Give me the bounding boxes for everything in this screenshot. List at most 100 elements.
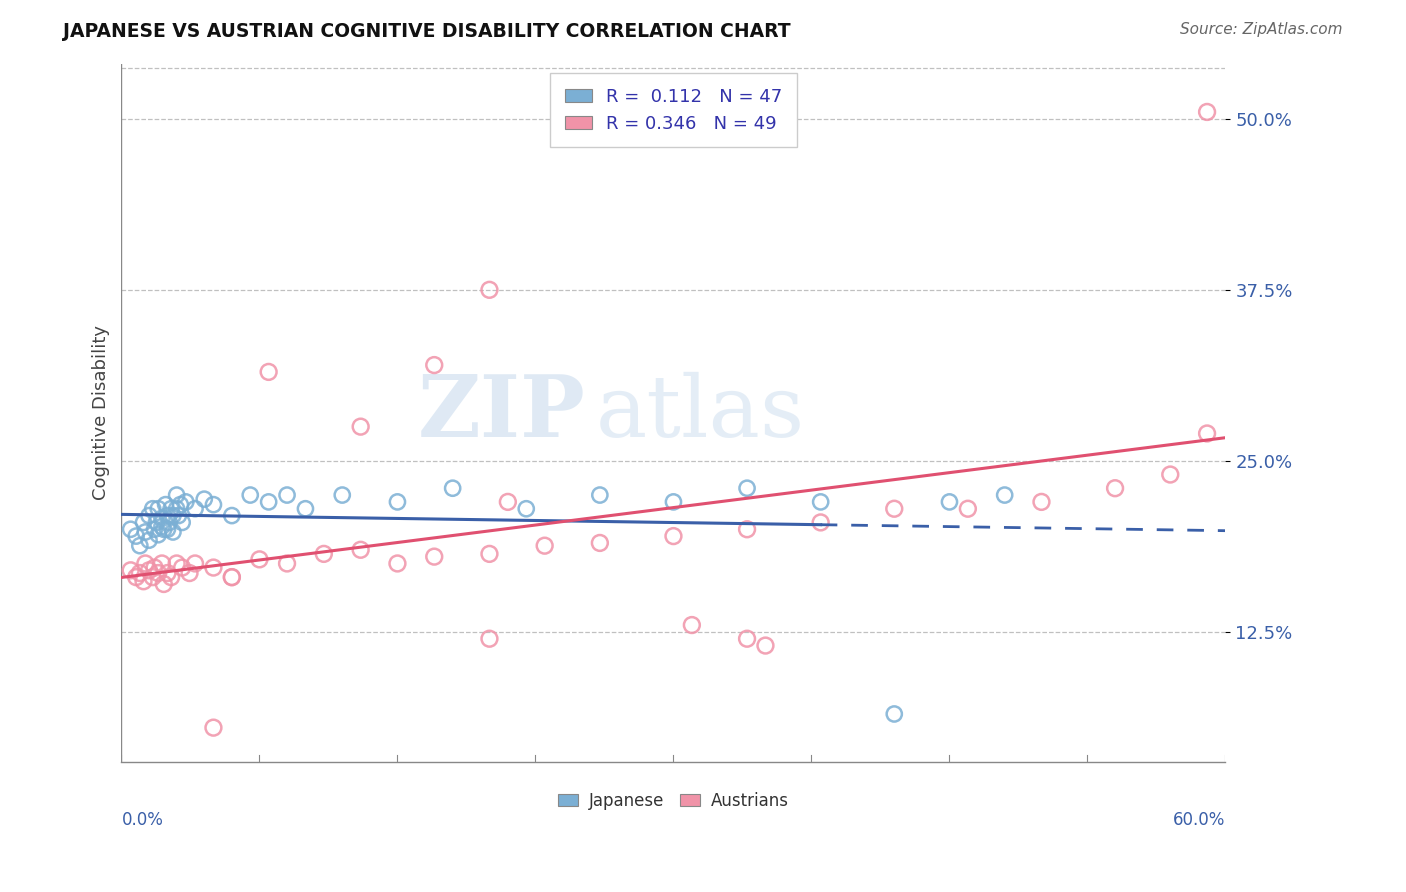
Point xyxy=(179,566,201,580)
Point xyxy=(167,508,190,523)
Point xyxy=(138,533,160,548)
Point xyxy=(276,557,298,571)
Point xyxy=(350,419,373,434)
Point xyxy=(239,488,262,502)
Point xyxy=(142,570,165,584)
Point xyxy=(138,508,160,523)
Point xyxy=(152,522,174,536)
Point xyxy=(257,495,280,509)
Point xyxy=(478,632,501,646)
Point xyxy=(681,618,703,632)
Point xyxy=(589,536,612,550)
Point xyxy=(441,481,464,495)
Point xyxy=(145,516,167,530)
Point xyxy=(1031,495,1053,509)
Point xyxy=(143,560,166,574)
Point xyxy=(172,516,194,530)
Point xyxy=(735,481,758,495)
Point xyxy=(193,492,215,507)
Point xyxy=(350,542,373,557)
Point xyxy=(221,508,243,523)
Point xyxy=(143,522,166,536)
Point xyxy=(221,570,243,584)
Point xyxy=(148,501,170,516)
Point xyxy=(157,516,180,530)
Point xyxy=(166,488,188,502)
Point xyxy=(162,524,184,539)
Point xyxy=(148,527,170,541)
Point xyxy=(150,511,173,525)
Text: atlas: atlas xyxy=(596,371,806,455)
Point xyxy=(330,488,353,502)
Point xyxy=(184,557,207,571)
Point xyxy=(1197,426,1219,441)
Point xyxy=(156,566,179,580)
Point xyxy=(155,498,177,512)
Point xyxy=(478,547,501,561)
Text: 60.0%: 60.0% xyxy=(1173,811,1226,829)
Text: ZIP: ZIP xyxy=(418,371,585,455)
Point xyxy=(221,570,243,584)
Point xyxy=(423,549,446,564)
Legend: Japanese, Austrians: Japanese, Austrians xyxy=(551,785,796,816)
Point xyxy=(142,501,165,516)
Point xyxy=(754,639,776,653)
Point xyxy=(956,501,979,516)
Point xyxy=(294,501,316,516)
Point xyxy=(152,577,174,591)
Point xyxy=(134,557,156,571)
Point xyxy=(515,501,537,516)
Point xyxy=(478,283,501,297)
Point xyxy=(387,557,409,571)
Text: Source: ZipAtlas.com: Source: ZipAtlas.com xyxy=(1180,22,1343,37)
Point xyxy=(883,706,905,721)
Text: JAPANESE VS AUSTRIAN COGNITIVE DISABILITY CORRELATION CHART: JAPANESE VS AUSTRIAN COGNITIVE DISABILIT… xyxy=(63,22,792,41)
Point xyxy=(160,501,183,516)
Point xyxy=(533,539,555,553)
Point xyxy=(150,557,173,571)
Point xyxy=(735,522,758,536)
Point xyxy=(589,488,612,502)
Point xyxy=(148,566,170,580)
Point xyxy=(423,358,446,372)
Y-axis label: Cognitive Disability: Cognitive Disability xyxy=(93,326,110,500)
Point xyxy=(276,488,298,502)
Point xyxy=(132,574,155,589)
Point xyxy=(312,547,335,561)
Point xyxy=(1197,105,1219,120)
Point xyxy=(120,563,142,577)
Point xyxy=(184,501,207,516)
Point xyxy=(202,498,225,512)
Point xyxy=(150,519,173,533)
Point xyxy=(994,488,1017,502)
Point xyxy=(1159,467,1181,482)
Point xyxy=(169,498,191,512)
Point xyxy=(202,721,225,735)
Text: 0.0%: 0.0% xyxy=(121,811,163,829)
Point xyxy=(387,495,409,509)
Point xyxy=(883,501,905,516)
Point xyxy=(156,522,179,536)
Point xyxy=(125,570,148,584)
Point xyxy=(496,495,519,509)
Point xyxy=(735,632,758,646)
Point xyxy=(120,522,142,536)
Point xyxy=(128,566,150,580)
Point xyxy=(138,563,160,577)
Point xyxy=(810,495,832,509)
Point xyxy=(938,495,960,509)
Point xyxy=(202,560,225,574)
Point xyxy=(166,501,188,516)
Point xyxy=(172,560,194,574)
Point xyxy=(134,524,156,539)
Point xyxy=(125,529,148,543)
Point xyxy=(810,516,832,530)
Point xyxy=(162,508,184,523)
Point xyxy=(156,508,179,523)
Point xyxy=(249,552,271,566)
Point xyxy=(174,495,197,509)
Point xyxy=(662,495,685,509)
Point xyxy=(128,539,150,553)
Point xyxy=(662,529,685,543)
Point xyxy=(132,516,155,530)
